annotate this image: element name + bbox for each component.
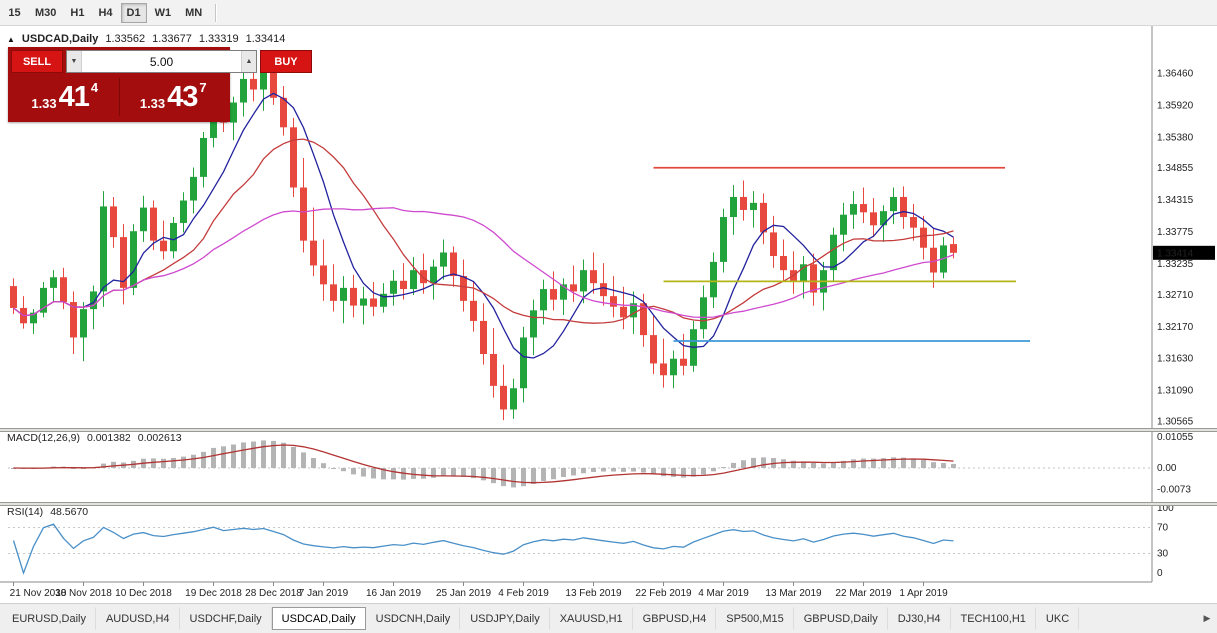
svg-text:19 Dec 2018: 19 Dec 2018 xyxy=(185,588,242,599)
chart-tab-usdchf-daily[interactable]: USDCHF,Daily xyxy=(180,607,272,630)
price-divider xyxy=(118,78,120,116)
svg-text:22 Mar 2019: 22 Mar 2019 xyxy=(835,588,892,599)
macd-value-main: 0.001382 xyxy=(86,432,131,444)
svg-text:70: 70 xyxy=(1157,523,1169,534)
chart-canvas[interactable]: 0.01055 0.00 -0.0073 100 70 30 0 1.36460 1.35920… xyxy=(0,26,1217,603)
svg-text:0.01055: 0.01055 xyxy=(1157,432,1194,443)
rsi-panel xyxy=(8,523,1150,576)
svg-text:1.34315: 1.34315 xyxy=(1157,195,1194,206)
svg-text:0.00: 0.00 xyxy=(1157,463,1177,474)
current-price-badge xyxy=(1153,245,1215,260)
timeframe-button-h4[interactable]: H4 xyxy=(92,3,118,23)
rsi-label: RSI(14) 48.5670 xyxy=(7,506,88,518)
svg-text:21 Nov 2018: 21 Nov 2018 xyxy=(10,588,67,599)
svg-text:1.32170: 1.32170 xyxy=(1157,322,1194,333)
collapse-trade-panel-icon[interactable]: ▲ xyxy=(7,34,15,44)
rsi-value: 48.5670 xyxy=(50,506,89,518)
svg-text:30: 30 xyxy=(1157,549,1169,560)
volume-stepper: ▼ ▲ xyxy=(66,50,257,73)
svg-text:1.33414: 1.33414 xyxy=(1157,248,1194,259)
svg-text:30 Nov 2018: 30 Nov 2018 xyxy=(55,588,112,599)
timeframe-button-d1[interactable]: D1 xyxy=(120,2,147,23)
chart-tab-usdcad-daily[interactable]: USDCAD,Daily xyxy=(271,607,366,630)
sell-price-point: 4 xyxy=(90,80,99,95)
buy-price-prefix: 1.33 xyxy=(139,96,166,111)
chart-tab-gbpusd-daily[interactable]: GBPUSD,Daily xyxy=(794,607,888,630)
toolbar-separator xyxy=(215,3,218,22)
macd-panel xyxy=(8,440,1150,488)
sell-price-pips: 41 xyxy=(58,80,90,113)
svg-text:13 Feb 2019: 13 Feb 2019 xyxy=(565,588,622,599)
svg-text:4 Mar 2019: 4 Mar 2019 xyxy=(698,588,749,599)
tabs-scroll-right-icon[interactable]: ▶ xyxy=(1203,613,1211,623)
svg-text:1.36460: 1.36460 xyxy=(1157,69,1194,80)
chart-tab-audusd-h4[interactable]: AUDUSD,H4 xyxy=(96,607,180,630)
timeframe-toolbar: 15 M30 H1 H4 D1 W1 MN xyxy=(0,0,1217,26)
svg-text:7 Jan 2019: 7 Jan 2019 xyxy=(299,588,349,599)
timeframe-button-m30[interactable]: M30 xyxy=(29,3,62,23)
chart-tab-tech100-h1[interactable]: TECH100,H1 xyxy=(951,607,1036,630)
rsi-name: RSI(14) xyxy=(7,506,44,518)
svg-text:4 Feb 2019: 4 Feb 2019 xyxy=(498,588,549,599)
chart-tab-ukc[interactable]: UKC xyxy=(1036,607,1080,630)
buy-price-pips: 43 xyxy=(167,80,198,113)
chart-tab-usdcnh-daily[interactable]: USDCNH,Daily xyxy=(366,607,461,630)
buy-price-point: 7 xyxy=(199,80,207,95)
svg-text:1.35920: 1.35920 xyxy=(1157,100,1194,111)
svg-text:13 Mar 2019: 13 Mar 2019 xyxy=(765,588,822,599)
sell-price-display[interactable]: 1.33 41 4 xyxy=(11,75,119,119)
macd-name: MACD(12,26,9) xyxy=(7,432,80,444)
chart-tab-usdjpy-daily[interactable]: USDJPY,Daily xyxy=(460,607,550,630)
svg-text:10 Dec 2018: 10 Dec 2018 xyxy=(115,588,172,599)
main-chart-panel xyxy=(10,62,1030,421)
svg-text:-0.0073: -0.0073 xyxy=(1157,484,1191,495)
svg-text:1 Apr 2019: 1 Apr 2019 xyxy=(899,588,948,599)
buy-button[interactable]: BUY xyxy=(260,50,312,73)
one-click-trading-panel: SELL ▼ ▲ BUY 1.33 41 4 1.33 43 7 xyxy=(8,47,312,122)
macd-label: MACD(12,26,9) 0.001382 0.002613 xyxy=(7,432,182,444)
volume-increase-button[interactable]: ▲ xyxy=(241,51,256,72)
chart-tab-xauusd-h1[interactable]: XAUUSD,H1 xyxy=(550,607,633,630)
chart-window: 0.01055 0.00 -0.0073 100 70 30 0 1.36460 1.35920… xyxy=(0,26,1217,603)
svg-text:0: 0 xyxy=(1157,568,1163,579)
timeframe-button-w1[interactable]: W1 xyxy=(149,3,178,23)
buy-price-display[interactable]: 1.33 43 7 xyxy=(120,75,228,119)
svg-text:1.32710: 1.32710 xyxy=(1157,290,1194,301)
svg-text:1.34855: 1.34855 xyxy=(1157,163,1194,174)
ohlc-low: 1.33319 xyxy=(198,33,239,45)
sell-price-prefix: 1.33 xyxy=(31,96,57,111)
chart-tabs-bar: EURUSD,Daily AUDUSD,H4 USDCHF,Daily USDCAD,… xyxy=(0,603,1217,633)
timeframe-button-h1[interactable]: H1 xyxy=(64,3,90,23)
chart-tab-eurusd-daily[interactable]: EURUSD,Daily xyxy=(2,607,96,630)
sell-button[interactable]: SELL xyxy=(11,50,63,73)
svg-text:100: 100 xyxy=(1157,503,1174,514)
svg-text:28 Dec 2018: 28 Dec 2018 xyxy=(245,588,302,599)
timeframe-button-15[interactable]: 15 xyxy=(2,3,27,23)
svg-text:1.33235: 1.33235 xyxy=(1157,259,1194,270)
chart-tab-dj30-h4[interactable]: DJ30,H4 xyxy=(888,607,951,630)
chart-title: ▲ USDCAD,Daily 1.33562 1.33677 1.33319 1… xyxy=(7,33,285,45)
svg-text:25 Jan 2019: 25 Jan 2019 xyxy=(436,588,491,599)
ohlc-close: 1.33414 xyxy=(245,33,286,45)
ohlc-open: 1.33562 xyxy=(105,33,146,45)
svg-text:16 Jan 2019: 16 Jan 2019 xyxy=(366,588,421,599)
svg-text:1.35380: 1.35380 xyxy=(1157,132,1194,143)
svg-text:1.30565: 1.30565 xyxy=(1157,417,1194,428)
chart-tab-gbpusd-h4[interactable]: GBPUSD,H4 xyxy=(633,607,717,630)
volume-decrease-button[interactable]: ▼ xyxy=(67,51,82,72)
chart-tab-sp500-m15[interactable]: SP500,M15 xyxy=(716,607,794,630)
svg-text:22 Feb 2019: 22 Feb 2019 xyxy=(635,588,692,599)
svg-text:1.31090: 1.31090 xyxy=(1157,386,1194,397)
ohlc-high: 1.33677 xyxy=(152,33,192,45)
svg-text:1.31630: 1.31630 xyxy=(1157,354,1194,365)
svg-text:1.33775: 1.33775 xyxy=(1157,227,1194,238)
chart-symbol-period: USDCAD,Daily xyxy=(21,33,99,45)
volume-input[interactable] xyxy=(82,51,241,72)
macd-value-signal: 0.002613 xyxy=(137,432,182,444)
timeframe-button-mn[interactable]: MN xyxy=(179,3,208,23)
price-axis[interactable]: 0.01055 0.00 -0.0073 100 70 30 0 1.36460 1.35920… xyxy=(1151,26,1215,582)
